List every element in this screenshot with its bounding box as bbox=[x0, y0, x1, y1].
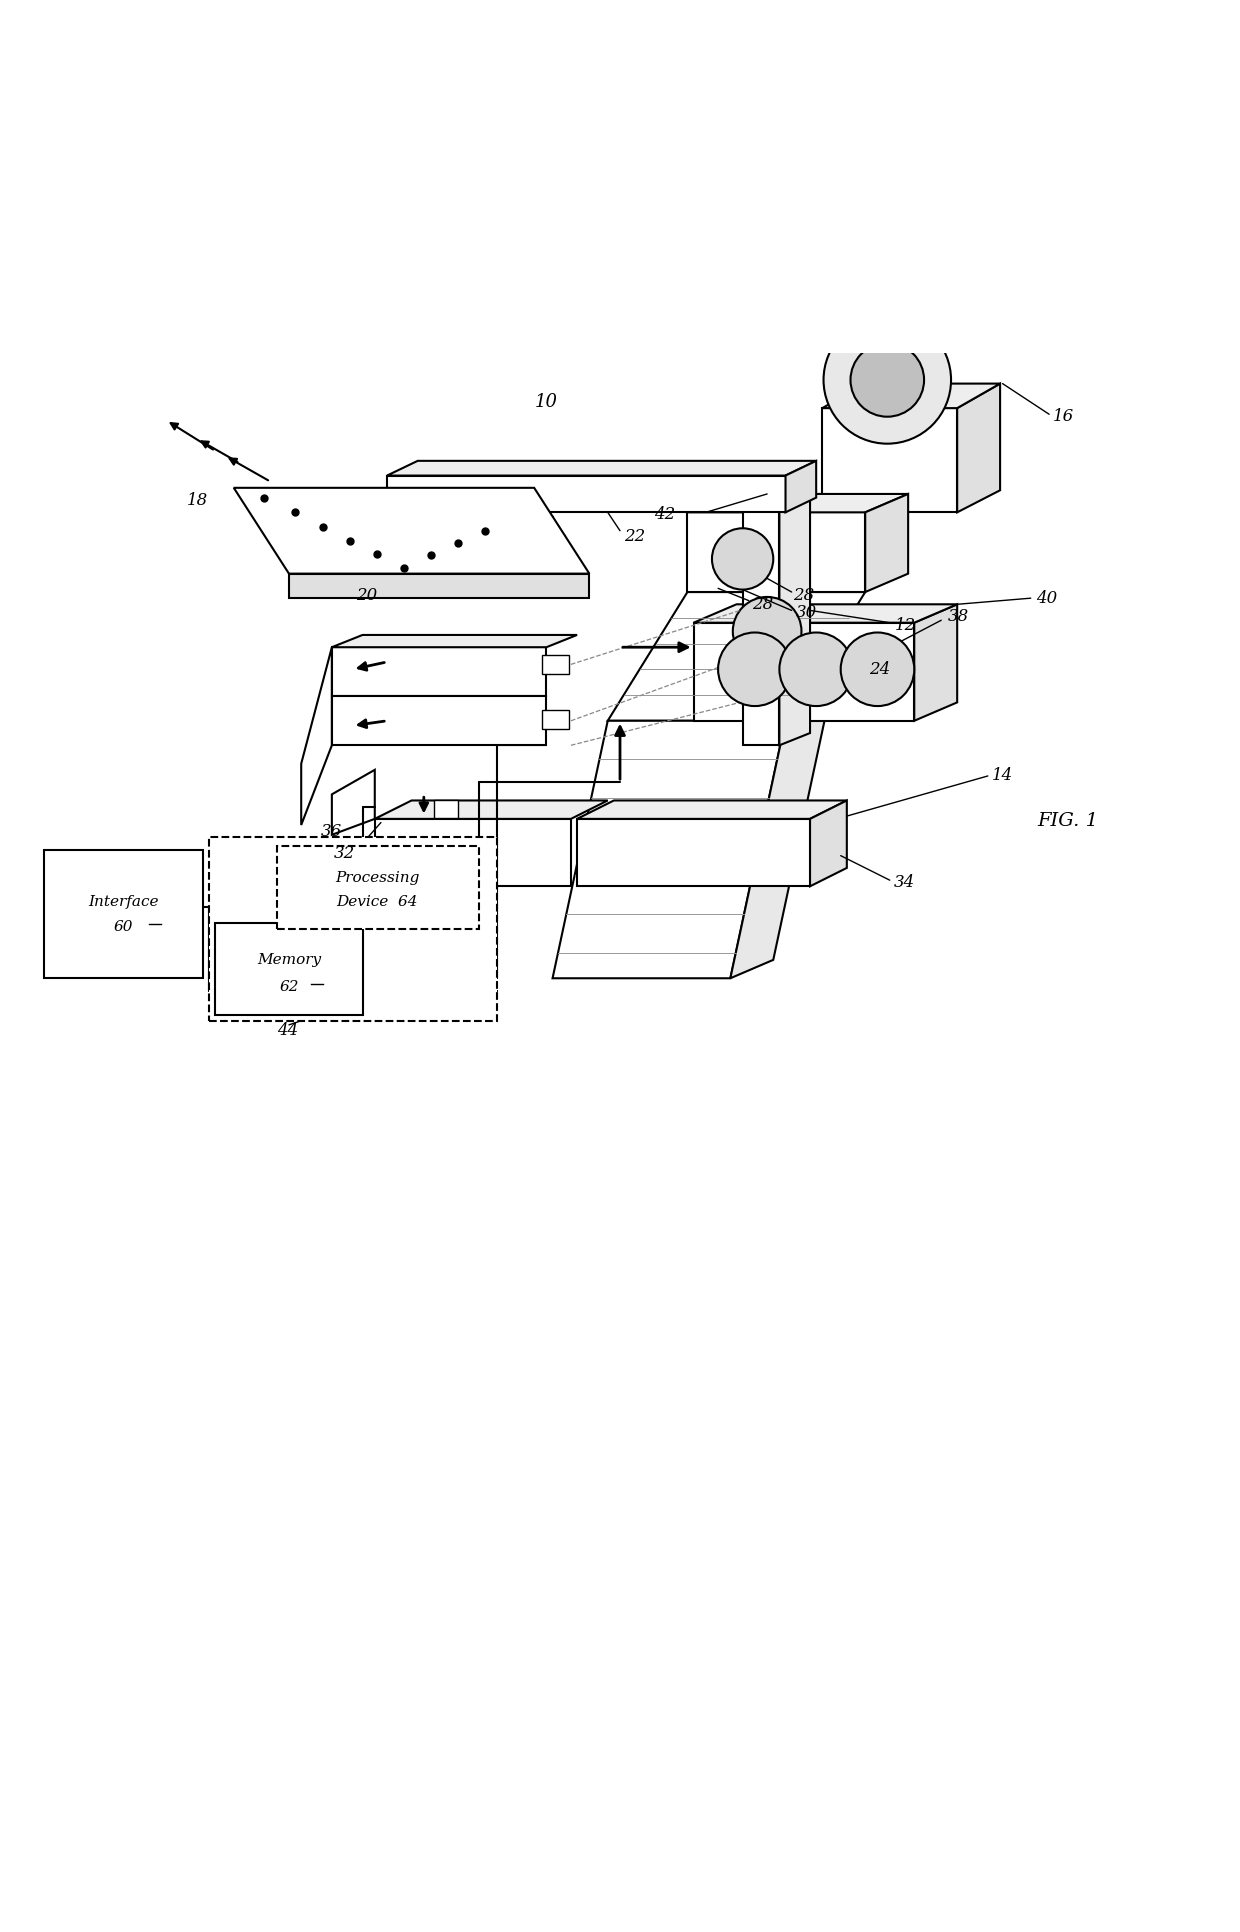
Polygon shape bbox=[387, 475, 785, 512]
Text: 16: 16 bbox=[1053, 408, 1075, 425]
Polygon shape bbox=[332, 636, 577, 647]
FancyBboxPatch shape bbox=[542, 655, 568, 674]
Polygon shape bbox=[780, 464, 810, 746]
Circle shape bbox=[780, 632, 853, 705]
Text: 14: 14 bbox=[992, 767, 1013, 784]
Polygon shape bbox=[301, 647, 332, 825]
Polygon shape bbox=[577, 800, 847, 819]
Polygon shape bbox=[374, 819, 570, 887]
Text: Processing: Processing bbox=[335, 871, 419, 885]
Text: 36: 36 bbox=[321, 823, 342, 840]
Circle shape bbox=[823, 317, 951, 444]
FancyBboxPatch shape bbox=[43, 850, 203, 978]
Text: 40: 40 bbox=[1037, 589, 1058, 607]
Text: 24: 24 bbox=[869, 661, 890, 678]
Polygon shape bbox=[822, 384, 1001, 408]
Text: 18: 18 bbox=[186, 491, 207, 508]
Polygon shape bbox=[914, 605, 957, 721]
Polygon shape bbox=[810, 800, 847, 887]
Text: 28: 28 bbox=[794, 587, 815, 605]
Text: 20: 20 bbox=[356, 587, 377, 605]
Text: 38: 38 bbox=[947, 609, 968, 626]
Text: 10: 10 bbox=[534, 392, 558, 412]
Polygon shape bbox=[866, 495, 908, 591]
Text: Interface: Interface bbox=[88, 895, 159, 910]
Polygon shape bbox=[332, 696, 547, 746]
FancyBboxPatch shape bbox=[216, 923, 362, 1014]
FancyBboxPatch shape bbox=[277, 846, 479, 929]
Polygon shape bbox=[387, 462, 816, 475]
Polygon shape bbox=[822, 408, 957, 512]
Circle shape bbox=[851, 344, 924, 417]
Polygon shape bbox=[577, 819, 810, 887]
Text: 28: 28 bbox=[751, 595, 773, 612]
Text: 22: 22 bbox=[624, 527, 645, 545]
Text: Device  64: Device 64 bbox=[336, 895, 418, 910]
Text: 44: 44 bbox=[277, 1022, 298, 1039]
Polygon shape bbox=[553, 721, 785, 978]
Text: 12: 12 bbox=[895, 616, 916, 634]
Polygon shape bbox=[234, 487, 589, 574]
Polygon shape bbox=[693, 605, 957, 622]
Polygon shape bbox=[332, 769, 374, 835]
Polygon shape bbox=[785, 462, 816, 512]
Polygon shape bbox=[730, 703, 828, 978]
Text: Memory: Memory bbox=[257, 952, 321, 966]
Circle shape bbox=[718, 632, 791, 705]
Polygon shape bbox=[374, 800, 608, 819]
Circle shape bbox=[733, 597, 801, 667]
Text: 62: 62 bbox=[279, 980, 299, 993]
Polygon shape bbox=[693, 622, 914, 721]
Polygon shape bbox=[289, 574, 589, 599]
FancyBboxPatch shape bbox=[434, 800, 458, 817]
Text: FIG. 1: FIG. 1 bbox=[1037, 811, 1097, 831]
Polygon shape bbox=[687, 495, 908, 512]
Text: 60: 60 bbox=[114, 920, 133, 933]
FancyBboxPatch shape bbox=[542, 709, 568, 730]
FancyBboxPatch shape bbox=[210, 837, 497, 1022]
Polygon shape bbox=[743, 475, 780, 746]
Polygon shape bbox=[332, 647, 547, 696]
Text: 42: 42 bbox=[653, 506, 675, 524]
Polygon shape bbox=[687, 512, 866, 591]
Polygon shape bbox=[957, 384, 1001, 512]
Circle shape bbox=[712, 527, 774, 589]
Circle shape bbox=[841, 632, 914, 705]
Text: 34: 34 bbox=[894, 873, 915, 891]
Polygon shape bbox=[608, 591, 866, 721]
Text: 32: 32 bbox=[334, 844, 355, 862]
Text: 30: 30 bbox=[796, 605, 817, 622]
